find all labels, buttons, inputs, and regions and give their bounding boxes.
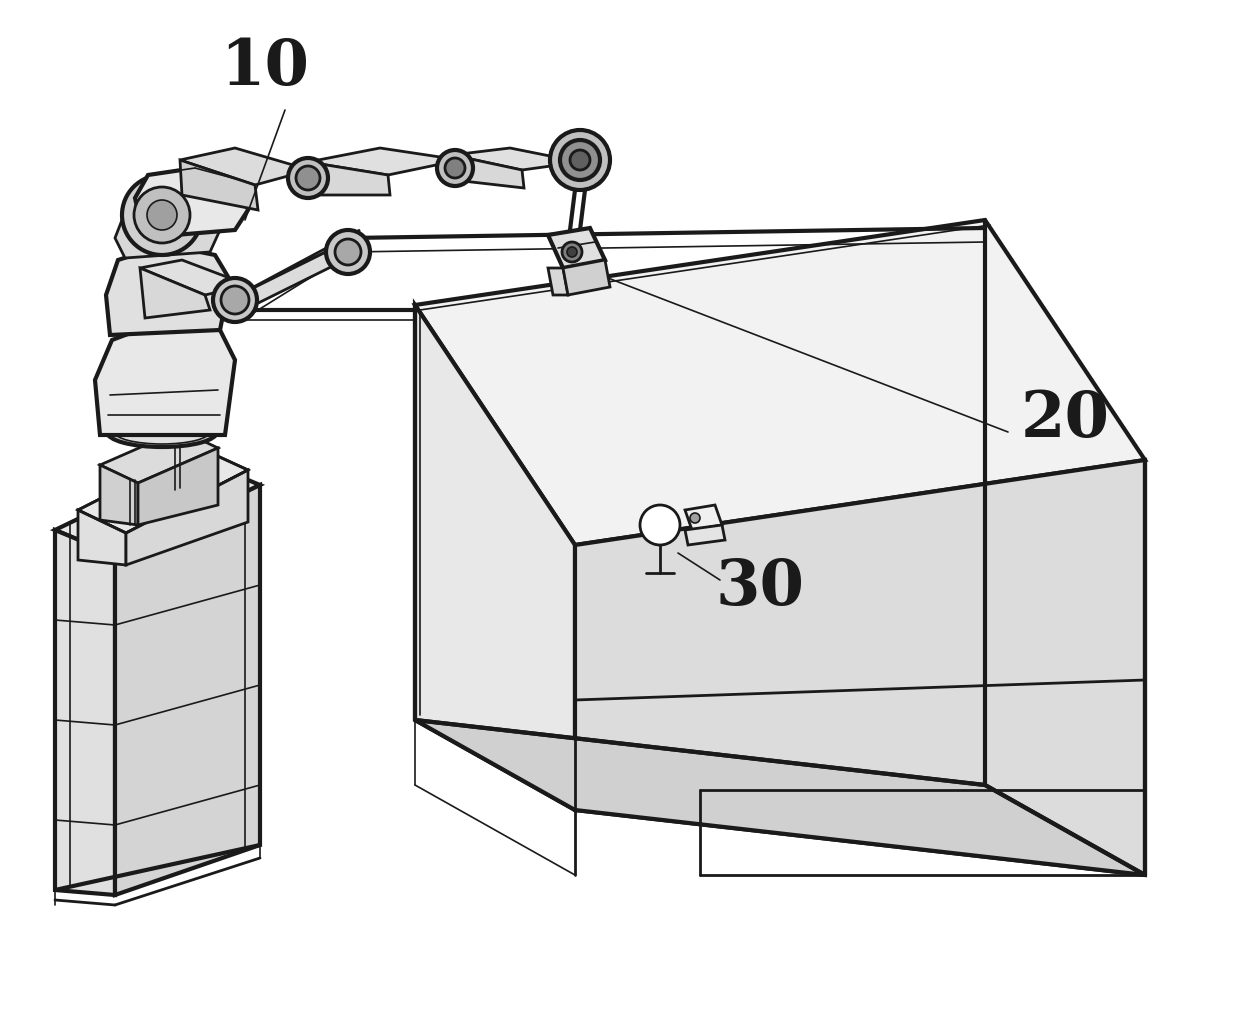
Polygon shape bbox=[684, 505, 722, 530]
Polygon shape bbox=[140, 268, 210, 318]
Polygon shape bbox=[100, 430, 218, 483]
Polygon shape bbox=[224, 230, 360, 302]
Polygon shape bbox=[115, 485, 260, 895]
Text: 20: 20 bbox=[1021, 389, 1110, 451]
Circle shape bbox=[436, 150, 472, 186]
Polygon shape bbox=[575, 460, 1145, 874]
Polygon shape bbox=[415, 220, 1145, 545]
Circle shape bbox=[296, 166, 320, 190]
Polygon shape bbox=[308, 162, 391, 195]
Polygon shape bbox=[453, 155, 525, 188]
Circle shape bbox=[551, 130, 610, 190]
Circle shape bbox=[567, 247, 577, 257]
Ellipse shape bbox=[114, 420, 210, 444]
Polygon shape bbox=[115, 210, 219, 258]
Polygon shape bbox=[135, 168, 248, 234]
Polygon shape bbox=[140, 260, 248, 295]
Polygon shape bbox=[308, 148, 460, 175]
Circle shape bbox=[689, 513, 701, 523]
Circle shape bbox=[562, 242, 582, 262]
Polygon shape bbox=[78, 449, 248, 534]
Circle shape bbox=[570, 150, 590, 170]
Circle shape bbox=[122, 175, 202, 255]
Polygon shape bbox=[684, 525, 725, 545]
Polygon shape bbox=[180, 148, 310, 185]
Circle shape bbox=[326, 230, 370, 274]
Polygon shape bbox=[55, 460, 260, 555]
Circle shape bbox=[288, 158, 329, 198]
Text: 30: 30 bbox=[715, 557, 805, 618]
Polygon shape bbox=[563, 260, 610, 295]
Polygon shape bbox=[78, 510, 126, 565]
Polygon shape bbox=[224, 245, 345, 318]
Polygon shape bbox=[138, 449, 218, 525]
Circle shape bbox=[560, 140, 600, 180]
Circle shape bbox=[148, 200, 177, 230]
Circle shape bbox=[134, 187, 190, 243]
Polygon shape bbox=[180, 160, 258, 210]
Circle shape bbox=[213, 278, 257, 322]
Polygon shape bbox=[95, 319, 236, 435]
Circle shape bbox=[445, 158, 465, 178]
Polygon shape bbox=[548, 228, 605, 268]
Circle shape bbox=[335, 239, 361, 265]
Polygon shape bbox=[548, 268, 568, 295]
Text: 10: 10 bbox=[221, 38, 310, 98]
Polygon shape bbox=[415, 720, 1145, 874]
Ellipse shape bbox=[107, 417, 217, 447]
Polygon shape bbox=[126, 470, 248, 565]
Circle shape bbox=[221, 286, 249, 314]
Circle shape bbox=[640, 505, 680, 545]
Polygon shape bbox=[100, 465, 138, 525]
Polygon shape bbox=[55, 530, 115, 895]
Polygon shape bbox=[415, 305, 575, 810]
Polygon shape bbox=[105, 245, 229, 335]
Polygon shape bbox=[453, 148, 580, 170]
